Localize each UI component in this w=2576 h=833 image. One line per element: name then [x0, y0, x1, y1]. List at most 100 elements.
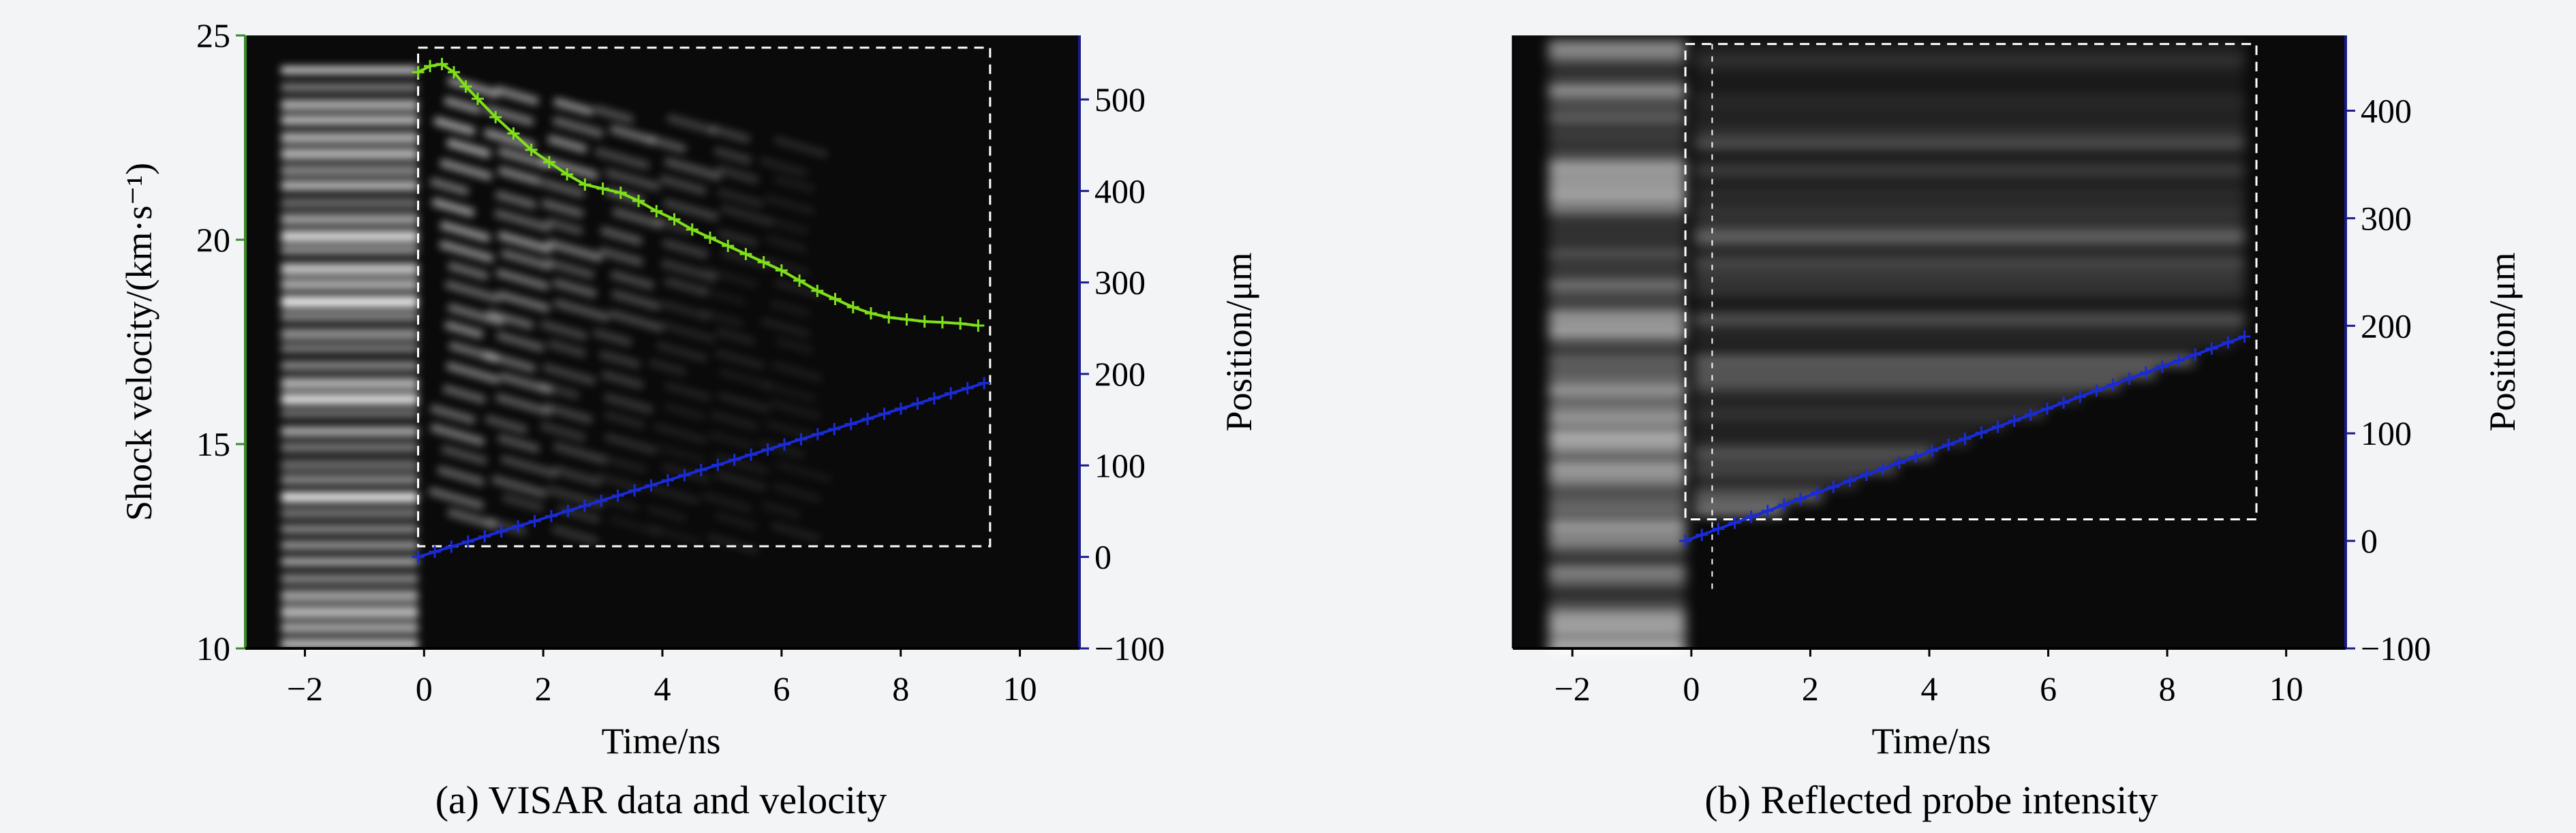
data-point-a-shock-velocity [757, 256, 770, 268]
x-tick-label-b: 8 [2159, 670, 2176, 708]
y2-tick-label-a: 0 [1094, 538, 1111, 576]
roi-box-b [1684, 43, 2258, 521]
data-point-b-shock-position [1794, 492, 1807, 505]
data-point-a-shock-position [711, 458, 724, 471]
data-point-a-shock-position [562, 505, 574, 518]
data-point-b-shock-position [2139, 366, 2152, 379]
data-point-a-shock-position [811, 428, 824, 441]
data-point-b-shock-position [1892, 456, 1905, 469]
data-point-a-shock-velocity [632, 195, 645, 207]
data-point-b-shock-position [1959, 433, 1972, 445]
data-point-a-shock-position [961, 381, 974, 394]
data-point-b-shock-position [1975, 426, 1988, 439]
y2-tick-label-a: −100 [1094, 629, 1165, 667]
data-point-b-shock-position [1728, 516, 1741, 529]
data-point-b-shock-position [2008, 414, 2021, 427]
data-point-b-shock-position [1777, 499, 1790, 512]
data-point-a-shock-velocity [811, 285, 824, 297]
visar-fringes-image [281, 67, 833, 649]
data-point-a-shock-position [878, 407, 891, 420]
data-point-a-shock-velocity [918, 315, 931, 328]
data-point-b-shock-position [2222, 336, 2235, 349]
x-tick-label-b: 2 [1802, 670, 1819, 708]
data-point-a-shock-velocity [972, 319, 985, 332]
data-point-a-shock-velocity [650, 205, 663, 217]
x-tick-label-b: 6 [2040, 670, 2057, 708]
x-tick-label-b: 4 [1921, 670, 1938, 708]
data-point-a-shock-velocity [722, 240, 735, 252]
data-point-b-shock-position [1679, 535, 1692, 548]
data-point-b-shock-position [1761, 504, 1774, 517]
data-point-b-shock-position [2057, 396, 2070, 409]
data-point-a-shock-position [645, 479, 658, 492]
data-point-b-shock-position [1827, 480, 1840, 493]
data-point-b-shock-position [1926, 444, 1939, 457]
data-point-a-shock-position [661, 474, 674, 487]
data-point-a-shock-velocity [793, 274, 806, 287]
data-point-a-shock-velocity [448, 66, 460, 78]
data-point-a-shock-velocity [668, 213, 681, 225]
data-point-a-shock-position [911, 397, 924, 410]
data-point-a-shock-position [927, 392, 940, 405]
x-tick-label-a: 2 [535, 670, 552, 708]
data-point-a-shock-velocity [525, 144, 538, 156]
data-point-a-shock-position [844, 418, 857, 430]
data-point-a-shock-velocity [579, 178, 592, 191]
data-point-b-shock-position [1942, 438, 1955, 451]
x-axis-title-a: Time/ns [601, 721, 720, 761]
data-point-a-shock-position [495, 525, 508, 538]
data-point-b-shock-position [2106, 378, 2119, 391]
data-point-a-shock-velocity [900, 313, 913, 326]
y-axis-title-a: Shock velocity/(km·s⁻¹) [119, 163, 159, 521]
data-point-a-shock-position [978, 377, 991, 390]
data-point-a-shock-position [545, 509, 557, 522]
data-point-a-shock-velocity [686, 223, 699, 236]
y2-tick-label-a: 400 [1094, 172, 1146, 210]
data-point-a-shock-velocity [542, 156, 555, 168]
data-point-a-shock-position [412, 550, 425, 563]
data-point-b-shock-position [2173, 354, 2186, 367]
data-point-a-shock-velocity [954, 317, 967, 330]
data-point-a-shock-position [445, 540, 458, 553]
panel-b-reflectivity: −2 0 2 4 6 8 10 −100 0 100 200 300 400 Time/ns Posit… [1512, 35, 2523, 822]
data-point-a-shock-velocity [507, 127, 520, 140]
y2-tick-label-b: 400 [2361, 92, 2412, 130]
x-tick-label-a: −2 [287, 670, 323, 708]
data-point-a-shock-velocity [435, 58, 448, 70]
y2-tick-label-a: 200 [1094, 355, 1146, 393]
roi-box-a [417, 46, 992, 548]
x-tick-label-a: 0 [416, 670, 433, 708]
x-tick-label-a: 10 [1003, 670, 1037, 708]
data-point-b-shock-position [2123, 372, 2136, 385]
data-point-b-shock-position [1876, 462, 1889, 475]
x-tick-label-b: 0 [1683, 670, 1700, 708]
x-tick-label-a: 6 [773, 670, 790, 708]
x-tick-label-b: 10 [2269, 670, 2303, 708]
data-point-b-shock-position [1909, 450, 1922, 463]
ticks-a: −2 0 2 4 6 8 10 10 15 20 25 −100 0 100 200 300 400 500 [196, 16, 1165, 708]
data-point-b-shock-position [1745, 510, 1758, 523]
data-point-b-shock-position [1712, 522, 1725, 535]
data-point-a-shock-position [778, 438, 791, 451]
y2-tick-label-a: 500 [1094, 80, 1146, 119]
data-point-b-shock-position [1696, 529, 1708, 541]
x-tick-label-a: 4 [654, 670, 671, 708]
series-line-a-shock-velocity [417, 62, 979, 327]
data-point-b-shock-position [2041, 402, 2054, 415]
y2-axis-title-a: Position/μm [1218, 252, 1259, 431]
y2-tick-label-a: 300 [1094, 264, 1146, 302]
y-tick-label-a: 10 [196, 629, 230, 667]
y2-tick-label-b: 300 [2361, 199, 2412, 237]
data-point-a-shock-velocity [703, 232, 716, 244]
panel-a-visar: −2 0 2 4 6 8 10 10 15 20 25 −100 0 100 200 300 400 500 Ti… [119, 16, 1259, 822]
data-point-a-shock-position [678, 469, 691, 482]
series-layer-b [1679, 330, 2251, 548]
y2-tick-label-a: 100 [1094, 446, 1146, 484]
data-point-b-shock-position [2024, 408, 2037, 421]
data-point-a-shock-position [761, 443, 774, 456]
y2-tick-label-b: 100 [2361, 414, 2412, 452]
y2-tick-label-b: −100 [2361, 629, 2431, 667]
y2-axis-title-b: Position/μm [2482, 252, 2523, 431]
x-tick-label-b: −2 [1554, 670, 1591, 708]
